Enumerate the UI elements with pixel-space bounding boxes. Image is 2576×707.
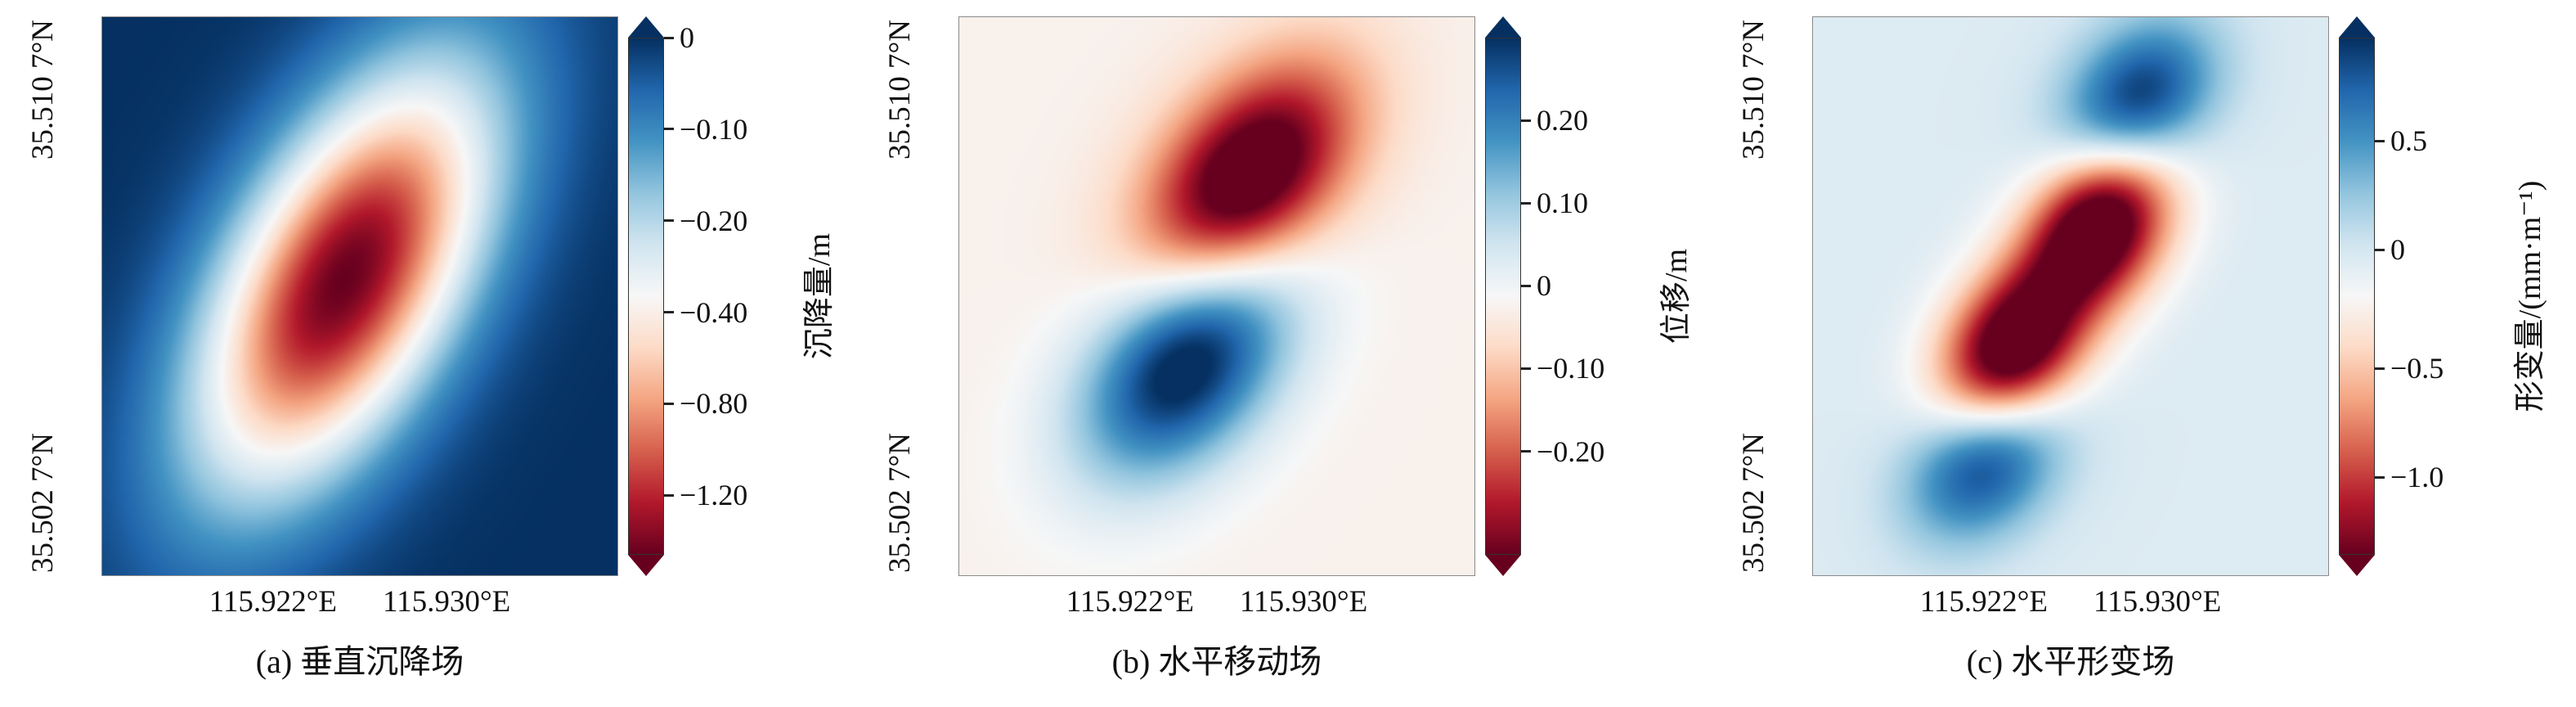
y-tick-label: 35.502 7°N [882, 432, 917, 573]
colorbar-tick-label: −0.10 [680, 112, 748, 146]
y-tick-label: 35.510 7°N [1736, 20, 1770, 160]
panel-b: 35.502 7°N 35.510 7°N 115.922°E 115.930°… [857, 0, 1716, 707]
colorbar-tick-mark [664, 36, 674, 39]
colorbar-ticks-b: 0.20 0.10 0 −0.10 −0.20 [1521, 38, 1660, 555]
colorbar-tick-label: 0 [2390, 233, 2405, 267]
colorbar-tick-label: 0 [1537, 269, 1551, 303]
colorbar-tick: 0 [664, 20, 694, 55]
y-axis-tick-labels-c: 35.502 7°N 35.510 7°N [1729, 16, 1778, 576]
colorbar-tick: −0.20 [1521, 435, 1604, 469]
colorbar-tick-mark [664, 493, 674, 497]
y-tick-label: 35.510 7°N [25, 20, 60, 160]
colorbar-tick-mark [2375, 475, 2385, 479]
colorbar-tick-mark [1521, 367, 1531, 370]
colorbar-tick-mark [1521, 450, 1531, 453]
colorbar-tick: −0.40 [664, 295, 747, 330]
x-axis-tick-labels-b: 115.922°E 115.930°E [958, 584, 1475, 619]
colorbar-tick: −1.20 [664, 478, 747, 512]
colorbar-tick-mark [1521, 119, 1531, 122]
colorbar-tick-label: −0.5 [2390, 352, 2444, 385]
colorbar-tick-label: 0 [680, 21, 694, 54]
x-tick-label: 115.930°E [2094, 585, 2222, 619]
colorbar-a [628, 16, 664, 576]
colorbar-ticks-a: 0 −0.10 −0.20 −0.40 −0.80 −1.20 [664, 21, 803, 555]
colorbar-tick-label: −0.20 [680, 204, 748, 237]
colorbar-label-text: 沉降量/m [801, 232, 837, 360]
y-axis-tick-labels-b: 35.502 7°N 35.510 7°N [875, 16, 924, 576]
x-tick-label: 115.922°E [1919, 585, 2048, 619]
colorbar-tick: 0.10 [1521, 186, 1588, 220]
colorbar-arrow-top-icon [2339, 16, 2375, 38]
colorbar-ticks-c: 0.5 0 −0.5 −1.0 [2375, 38, 2514, 555]
colorbar-tick-mark [664, 219, 674, 223]
colorbar-tick-label: 0.20 [1537, 104, 1588, 137]
colorbar-tick: 0.5 [2375, 124, 2427, 158]
colorbar-gradient [1485, 38, 1521, 555]
colorbar-tick-label: −1.20 [680, 479, 748, 512]
colorbar-tick: −0.5 [2375, 351, 2444, 385]
colorbar-tick-label: −0.20 [1537, 435, 1605, 468]
colorbar-tick-mark [664, 311, 674, 314]
colorbar-arrow-top-icon [628, 16, 664, 38]
colorbar-tick-mark [1521, 284, 1531, 287]
colorbar-tick-label: −0.40 [680, 295, 748, 329]
heatmap-vertical-subsidence [101, 16, 618, 576]
colorbar-tick: −0.10 [664, 112, 747, 146]
colorbar-tick: −0.80 [664, 386, 747, 421]
colorbar-arrow-top-icon [1485, 16, 1521, 38]
y-tick-label: 35.502 7°N [25, 432, 60, 573]
x-axis-tick-labels-c: 115.922°E 115.930°E [1812, 584, 2329, 619]
colorbar-gradient [628, 38, 664, 555]
colorbar-label-a: 沉降量/m [795, 16, 837, 576]
panel-caption-c: (c) 水平形变场 [1966, 643, 2175, 680]
colorbar-tick-label: −1.0 [2390, 461, 2444, 494]
colorbar-tick: −1.0 [2375, 460, 2444, 494]
colorbar-label-text: 形变量/(mm·m⁻¹) [2512, 180, 2547, 412]
colorbar-tick: −0.20 [664, 204, 747, 238]
colorbar-c [2339, 16, 2375, 576]
colorbar-label-b: 位移/m [1652, 16, 1694, 576]
colorbar-arrow-bottom-icon [1485, 555, 1521, 576]
panel-caption-a: (a) 垂直沉降场 [255, 643, 464, 680]
colorbar-tick: −0.10 [1521, 351, 1604, 385]
panel-a: 35.502 7°N 35.510 7°N 115.922°E 115.930°… [0, 0, 859, 707]
y-tick-label: 35.510 7°N [882, 20, 917, 160]
panel-caption-b: (b) 水平移动场 [1111, 643, 1322, 680]
panel-c: 35.502 7°N 35.510 7°N 115.922°E 115.930°… [1711, 0, 2569, 707]
colorbar-tick-mark [2375, 367, 2385, 370]
colorbar-gradient [2339, 38, 2375, 555]
colorbar-tick-mark [2375, 248, 2385, 251]
colorbar-tick-label: 0.10 [1537, 187, 1588, 220]
colorbar-b [1485, 16, 1521, 576]
colorbar-arrow-bottom-icon [2339, 555, 2375, 576]
colorbar-tick-mark [664, 128, 674, 131]
colorbar-tick: 0 [1521, 268, 1551, 303]
colorbar-tick: 0 [2375, 232, 2405, 267]
x-tick-label: 115.922°E [1066, 585, 1194, 619]
x-axis-tick-labels-a: 115.922°E 115.930°E [101, 584, 618, 619]
heatmap-horizontal-deformation [1812, 16, 2329, 576]
heatmap-horizontal-movement [958, 16, 1475, 576]
colorbar-tick-mark [664, 402, 674, 405]
colorbar-tick-mark [1521, 201, 1531, 205]
colorbar-tick: 0.20 [1521, 103, 1588, 137]
colorbar-tick-label: 0.5 [2390, 124, 2427, 158]
x-tick-label: 115.930°E [383, 585, 511, 619]
y-tick-label: 35.502 7°N [1736, 432, 1770, 573]
colorbar-label-c: 形变量/(mm·m⁻¹) [2506, 16, 2547, 576]
colorbar-arrow-bottom-icon [628, 555, 664, 576]
colorbar-tick-mark [2375, 139, 2385, 142]
y-axis-tick-labels-a: 35.502 7°N 35.510 7°N [18, 16, 67, 576]
colorbar-label-text: 位移/m [1658, 248, 1694, 344]
x-tick-label: 115.922°E [209, 585, 337, 619]
colorbar-tick-label: −0.80 [680, 387, 748, 421]
colorbar-tick-label: −0.10 [1537, 352, 1605, 385]
x-tick-label: 115.930°E [1240, 585, 1368, 619]
